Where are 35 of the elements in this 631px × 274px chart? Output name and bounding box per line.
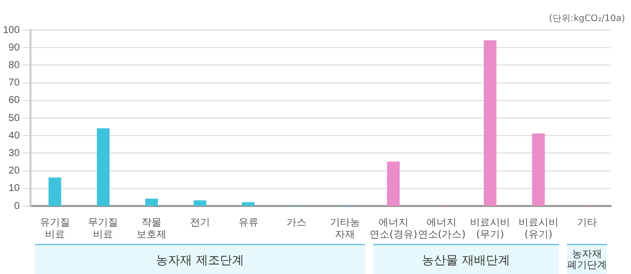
x-tick-label: 유류 <box>238 218 258 229</box>
bar <box>96 128 110 206</box>
bar <box>484 40 496 206</box>
bar <box>387 162 400 206</box>
x-tick-label: 에너지 연소(가스) <box>418 218 466 241</box>
y-tick-label: 70 <box>8 78 20 89</box>
y-tick-label: 30 <box>8 148 20 159</box>
x-tick-label: 유기질 비료 <box>40 218 70 241</box>
x-tick-label: 가스 <box>286 218 307 229</box>
x-tick-label: 작물 보호제 <box>136 218 167 241</box>
x-tick-label: 무기질 비료 <box>88 218 118 241</box>
bar <box>48 178 62 206</box>
y-tick-label: 10 <box>8 183 20 194</box>
x-tick-label: 전기 <box>190 218 210 229</box>
y-tick-label: 60 <box>8 95 20 106</box>
y-tick-label: 80 <box>8 60 20 71</box>
text: 농자재 폐기단계 <box>566 244 607 274</box>
y-tick-label: 20 <box>8 166 20 177</box>
x-tick-label: 기타 <box>576 218 597 229</box>
y-tick-label: 90 <box>8 42 20 54</box>
y-tick-label: 50 <box>8 112 20 124</box>
y-tick-label: 0 <box>14 200 20 212</box>
bar <box>194 200 206 206</box>
x-tick-label: 비료시비 (유기) <box>518 218 558 241</box>
x-tick-label: 비료시비 (무기) <box>470 218 510 241</box>
y-tick-label: 100 <box>2 24 20 36</box>
y-tick-label: 40 <box>8 130 20 142</box>
x-tick-label: 에너지 연소(경유) <box>369 218 418 241</box>
bar <box>242 202 255 206</box>
text: 농산물 재배단계 <box>373 244 559 274</box>
x-tick-label: 기타농 자재 <box>330 218 360 241</box>
bar <box>532 134 545 206</box>
y-axis-title: (단위:kgCO₂/10a) <box>549 13 625 25</box>
bar <box>145 198 158 206</box>
text: 농자재 제조단계 <box>34 244 366 274</box>
